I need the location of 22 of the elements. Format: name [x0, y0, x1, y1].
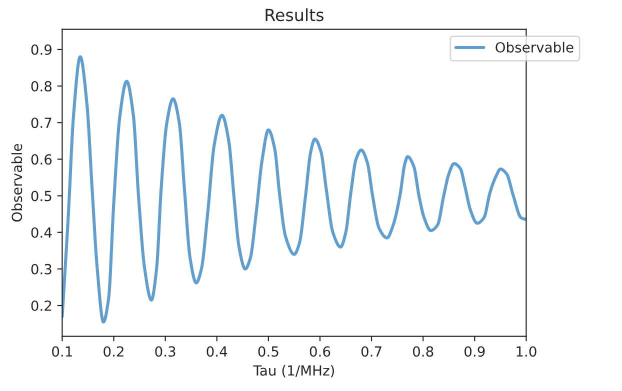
x-tick-label: 0.9	[464, 346, 485, 357]
x-tick-label: 0.2	[104, 346, 124, 357]
y-tick-label: 0.5	[31, 190, 52, 202]
y-tick-label: 0.7	[31, 118, 52, 128]
y-tick-label: 0.9	[31, 44, 52, 55]
x-tick-label: 0.1	[52, 346, 72, 357]
x-tick-label: 0.5	[258, 346, 278, 357]
x-tick-label: 0.6	[310, 346, 330, 357]
y-tick-label: 0.3	[31, 264, 52, 274]
legend-label: Observable	[496, 42, 574, 53]
y-tick-label: 0.4	[31, 227, 52, 238]
y-tick-label: 0.8	[31, 81, 52, 92]
x-tick-label: 0.8	[412, 346, 434, 357]
x-axis-title: Tau (1/MHz)	[253, 364, 334, 378]
x-tick-label: 1.0	[516, 346, 536, 357]
x-tick-label: 0.3	[155, 346, 176, 357]
x-tick-label: 0.7	[361, 346, 382, 357]
chart-title: Results	[266, 8, 324, 22]
y-axis-title: Observable	[11, 144, 22, 222]
y-tick-label: 0.2	[31, 300, 52, 312]
y-tick-label: 0.6	[31, 154, 52, 165]
x-tick-label: 0.4	[206, 346, 228, 357]
